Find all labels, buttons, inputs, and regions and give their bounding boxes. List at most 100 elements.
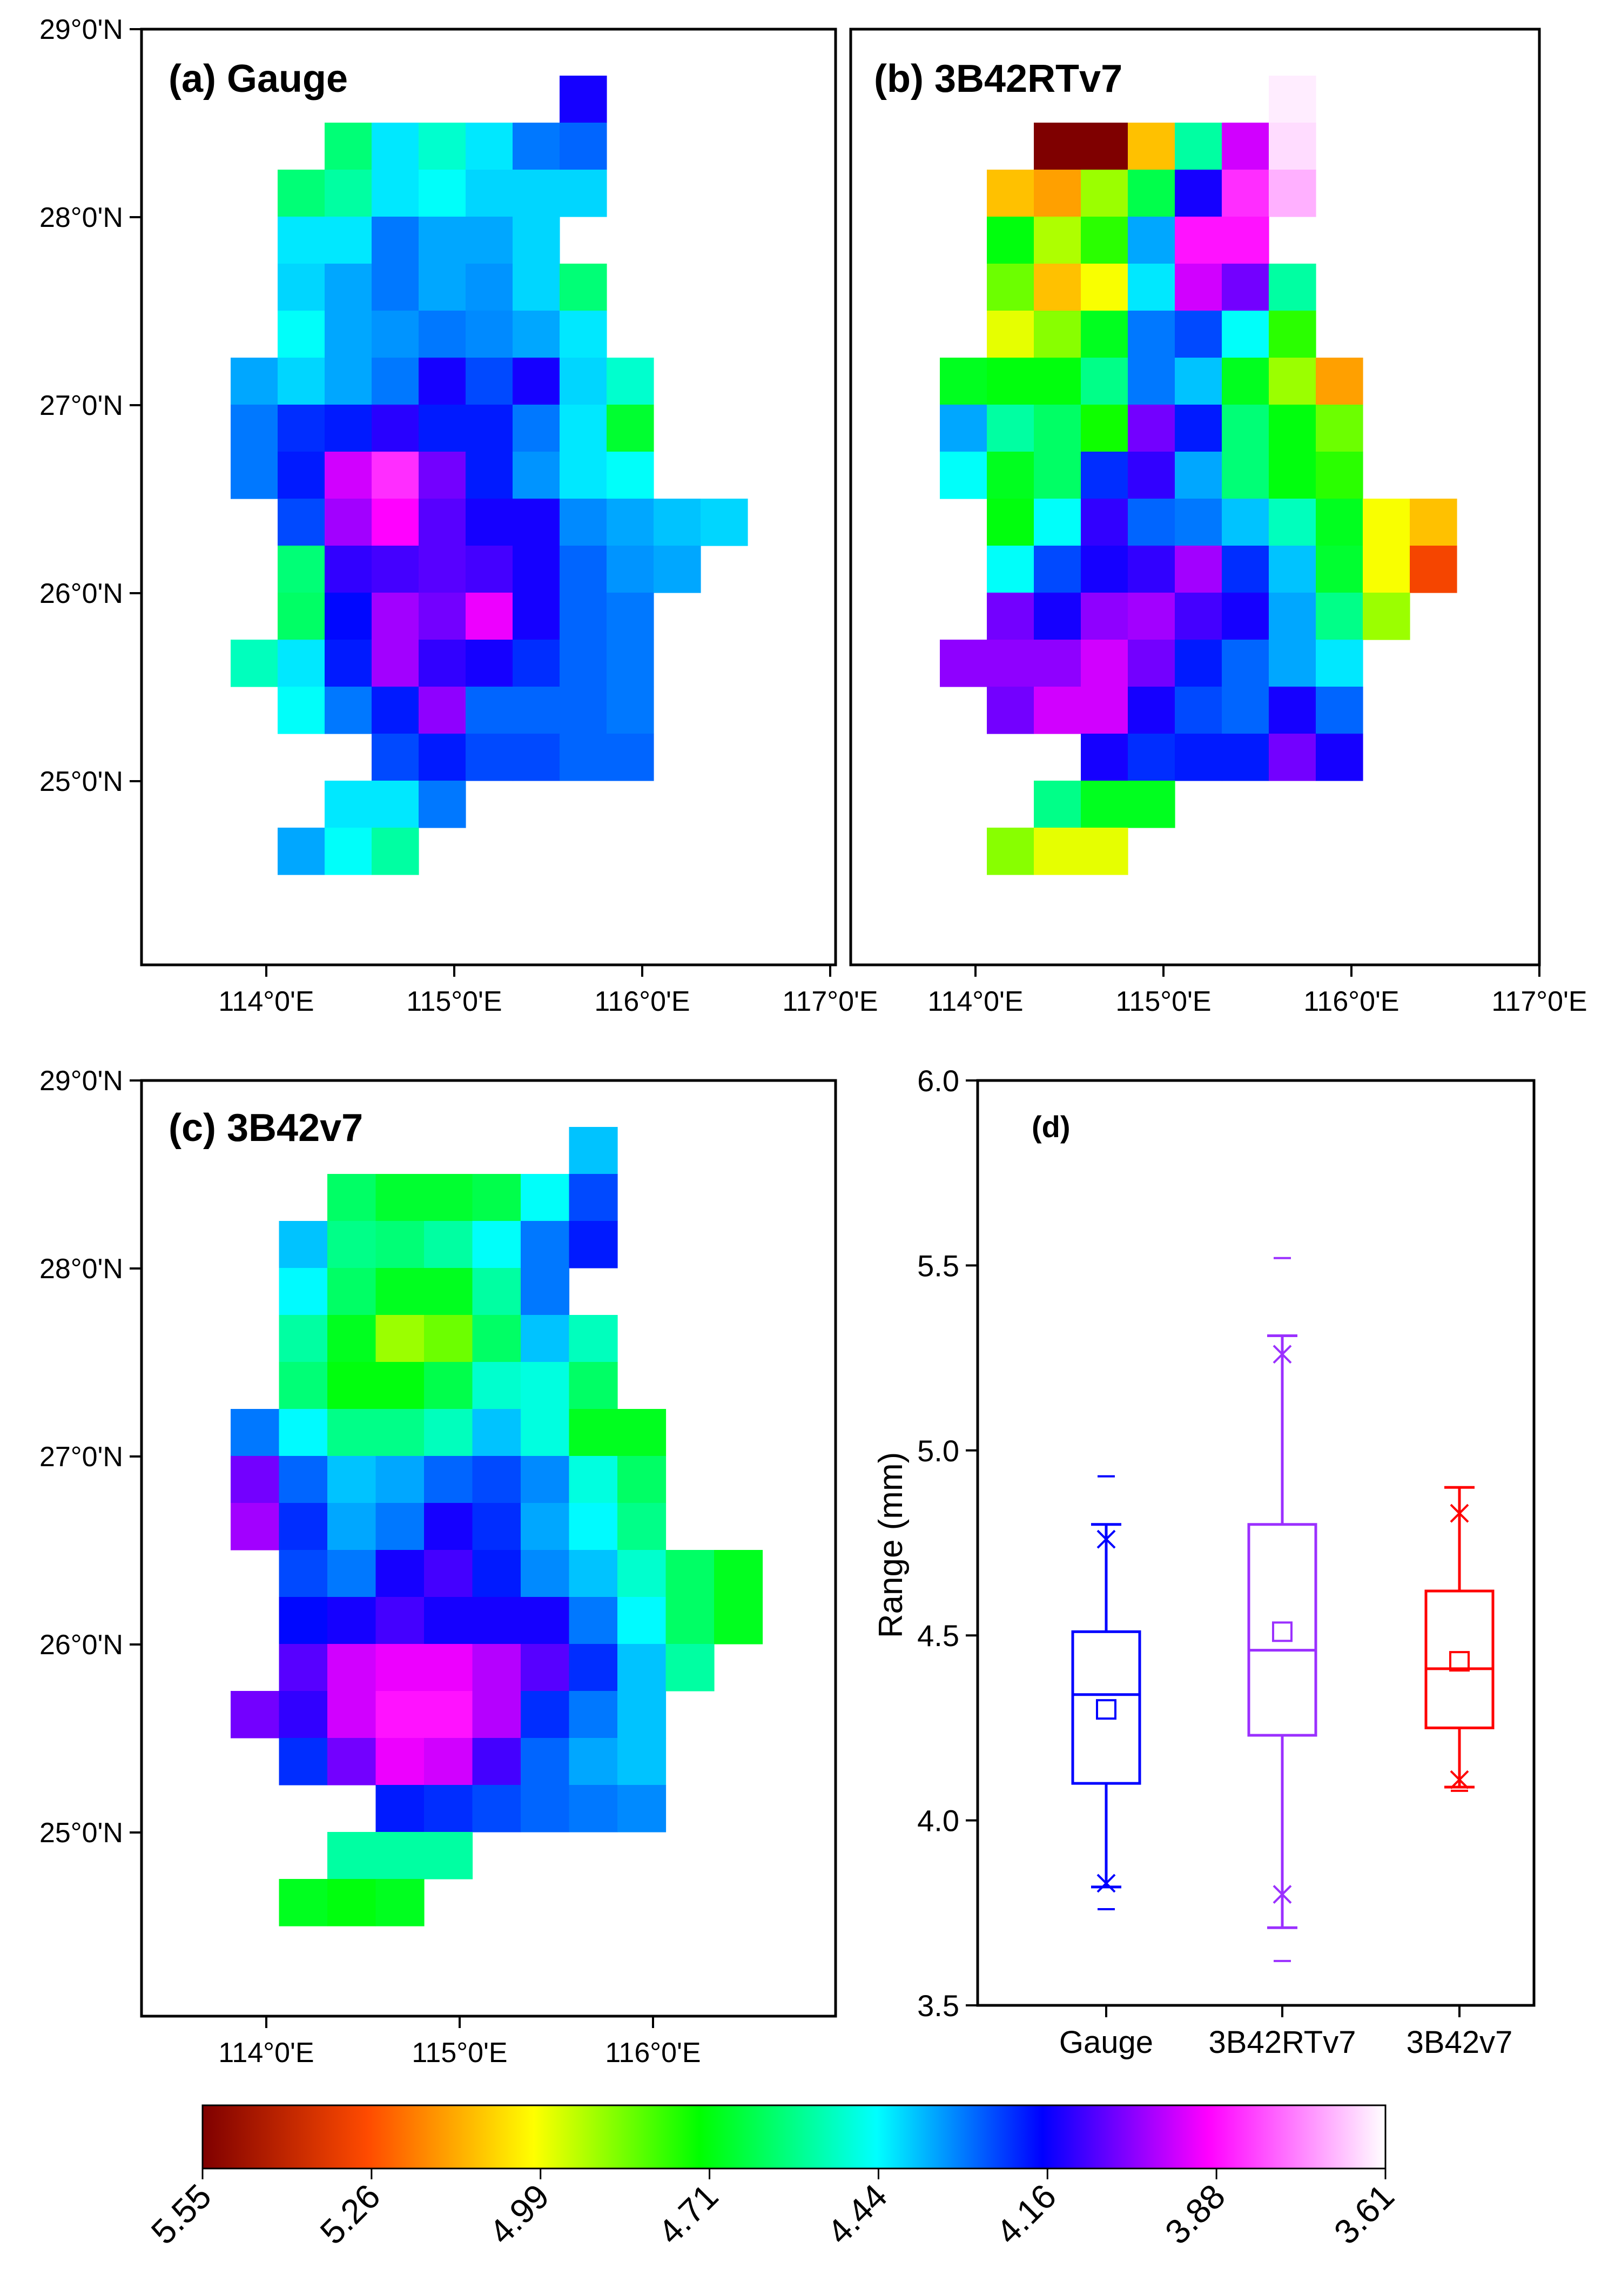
panel-c-y-axis: 29°0'N 28°0'N 27°0'N 26°0'N 25°0'N <box>39 1065 142 1849</box>
grid-cell-a-5-4 <box>419 311 466 358</box>
grid-cell-a-13-5 <box>466 687 513 734</box>
panel-b: (b) 3B42RTv7 114°0'E 115°0'E 116°0'E 117°0'… <box>849 28 1587 1017</box>
grid-cell-a-1-4 <box>419 123 466 170</box>
grid-cell-c-13-3 <box>375 1738 425 1785</box>
grid-cell-b-4-1 <box>987 264 1034 311</box>
grid-cell-a-8-3 <box>372 452 419 499</box>
box-iqr-2 <box>1424 1589 1495 1729</box>
grid-cell-b-3-4 <box>1128 217 1175 264</box>
panel-d-boxes <box>1071 1257 1495 1962</box>
grid-cell-b-3-5 <box>1175 217 1222 264</box>
grid-cell-b-9-7 <box>1269 499 1316 546</box>
grid-cell-c-9-7 <box>569 1550 618 1597</box>
grid-cell-a-7-5 <box>466 405 513 452</box>
grid-cell-a-13-7 <box>560 687 607 734</box>
grid-cell-c-10-1 <box>279 1597 328 1644</box>
grid-cell-a-8-1 <box>278 452 325 499</box>
x-tick-label-c-0: 114°0'E <box>218 2037 314 2069</box>
grid-cell-a-9-9 <box>654 499 701 546</box>
grid-cell-a-2-6 <box>513 170 560 217</box>
grid-cell-c-12-1 <box>279 1691 328 1738</box>
box-percentile-marker-0-1 <box>1096 1529 1116 1549</box>
grid-cell-a-8-7 <box>560 452 607 499</box>
grid-cell-a-13-3 <box>372 687 419 734</box>
grid-cell-b-13-8 <box>1316 687 1363 734</box>
grid-cell-b-11-3 <box>1081 593 1128 640</box>
grid-cell-c-7-1 <box>279 1456 328 1503</box>
grid-cell-b-2-7 <box>1269 170 1316 217</box>
panel-a-x-axis: 114°0'E 115°0'E 116°0'E 117°0'E <box>218 965 878 1017</box>
grid-cell-b-14-4 <box>1128 734 1175 781</box>
grid-cell-c-11-7 <box>569 1644 618 1691</box>
grid-cell-a-11-6 <box>513 593 560 640</box>
grid-cell-a-11-5 <box>466 593 513 640</box>
box-0 <box>1071 1475 1141 1910</box>
grid-cell-b-8-0 <box>940 452 987 499</box>
grid-cell-b-11-8 <box>1316 593 1363 640</box>
grid-cell-b-16-3 <box>1081 828 1128 875</box>
grid-cell-b-6-1 <box>987 358 1034 405</box>
grid-cell-c-3-1 <box>279 1268 328 1315</box>
grid-cell-a-8-5 <box>466 452 513 499</box>
grid-cell-b-10-9 <box>1363 546 1410 593</box>
grid-cell-a-6-7 <box>560 358 607 405</box>
d-x-tick-label-1: 3B42RTv7 <box>1209 2025 1356 2060</box>
grid-cell-a-11-7 <box>560 593 607 640</box>
box-iqr-0 <box>1071 1630 1141 1785</box>
grid-cell-a-8-4 <box>419 452 466 499</box>
x-tick-label-b-0: 114°0'E <box>927 986 1023 1017</box>
grid-cell-c-2-3 <box>375 1221 425 1268</box>
grid-cell-c-3-6 <box>521 1268 570 1315</box>
grid-cell-b-10-6 <box>1222 546 1269 593</box>
grid-cell-a-6-4 <box>419 358 466 405</box>
grid-cell-c-6-6 <box>521 1409 570 1456</box>
grid-cell-a-4-5 <box>466 264 513 311</box>
grid-cell-b-16-2 <box>1034 828 1081 875</box>
grid-cell-b-6-8 <box>1316 358 1363 405</box>
grid-cell-a-11-3 <box>372 593 419 640</box>
box-percentile-marker-1-1 <box>1273 1345 1292 1364</box>
grid-cell-c-14-3 <box>375 1785 425 1832</box>
grid-cell-a-13-6 <box>513 687 560 734</box>
grid-cell-a-9-8 <box>607 499 654 546</box>
y-tick-label-c-4: 25°0'N <box>39 1817 123 1849</box>
grid-cell-b-6-6 <box>1222 358 1269 405</box>
grid-cell-c-10-7 <box>569 1597 618 1644</box>
colorbar-tick-label-1: 5.26 <box>313 2177 388 2252</box>
grid-cell-c-2-2 <box>327 1221 376 1268</box>
panel-a-y-axis: 29°0'N 28°0'N 27°0'N 26°0'N 25°0'N <box>39 14 142 797</box>
grid-cell-c-12-0 <box>231 1691 280 1738</box>
grid-cell-c-12-2 <box>327 1691 376 1738</box>
grid-cell-c-4-2 <box>327 1315 376 1362</box>
grid-cell-a-12-2 <box>325 640 372 687</box>
grid-cell-c-7-2 <box>327 1456 376 1503</box>
grid-cell-a-2-3 <box>372 170 419 217</box>
box-percentile-marker-1-0 <box>1273 1885 1292 1904</box>
grid-cell-a-2-4 <box>419 170 466 217</box>
y-tick-label-a-4: 25°0'N <box>39 766 123 797</box>
grid-cell-c-6-4 <box>424 1409 473 1456</box>
grid-cell-c-2-1 <box>279 1221 328 1268</box>
panel-d-frame <box>976 1079 1536 2007</box>
y-tick-label-a-2: 27°0'N <box>39 390 123 421</box>
grid-cell-c-6-2 <box>327 1409 376 1456</box>
grid-cell-b-6-7 <box>1269 358 1316 405</box>
grid-cell-c-5-7 <box>569 1362 618 1409</box>
grid-cell-a-2-1 <box>278 170 325 217</box>
grid-cell-c-8-2 <box>327 1503 376 1550</box>
grid-cell-b-5-4 <box>1128 311 1175 358</box>
grid-cell-c-8-0 <box>231 1503 280 1550</box>
grid-cell-c-9-3 <box>375 1550 425 1597</box>
colorbar-tick-label-3: 4.71 <box>650 2177 725 2252</box>
y-tick-label-c-1: 28°0'N <box>39 1253 123 1285</box>
grid-cell-c-14-8 <box>617 1785 667 1832</box>
grid-cell-b-13-2 <box>1034 687 1081 734</box>
grid-cell-b-8-6 <box>1222 452 1269 499</box>
grid-cell-a-14-3 <box>372 734 419 781</box>
grid-cell-a-12-0 <box>231 640 278 687</box>
grid-cell-c-7-4 <box>424 1456 473 1503</box>
grid-cell-a-13-1 <box>278 687 325 734</box>
grid-cell-c-7-0 <box>231 1456 280 1503</box>
grid-cell-a-10-5 <box>466 546 513 593</box>
grid-cell-c-12-7 <box>569 1691 618 1738</box>
